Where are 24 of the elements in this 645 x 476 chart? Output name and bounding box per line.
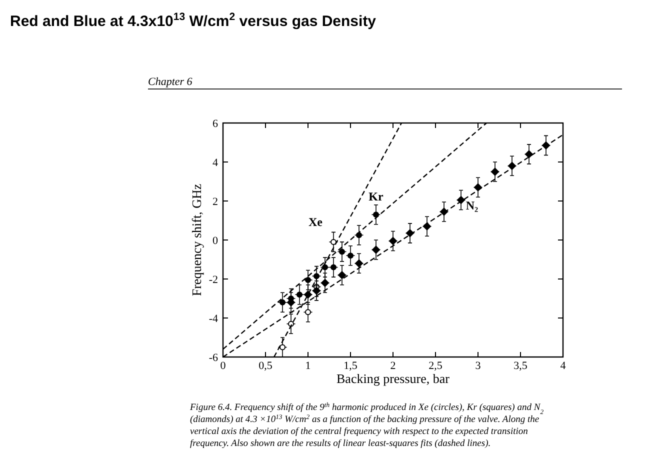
x-tick-label: 4 bbox=[560, 360, 566, 372]
y-tick-label: -2 bbox=[208, 274, 218, 286]
y-tick-label: -4 bbox=[208, 313, 218, 325]
x-tick-label: 3 bbox=[475, 360, 482, 372]
text: Chapter 6 bbox=[148, 76, 193, 88]
x-tick-label: 2 bbox=[390, 360, 396, 372]
series-label: Kr bbox=[368, 190, 384, 204]
x-tick-label: 1,5 bbox=[344, 360, 358, 372]
y-tick-label: 4 bbox=[212, 157, 218, 169]
x-tick-label: 1 bbox=[305, 360, 311, 372]
x-tick-label: 0,5 bbox=[258, 360, 273, 372]
chart-title: Red and Blue at 4.3x10$^{13}$ W/cm$^{2}$ versus gas Density bbox=[10, 11, 377, 30]
x-tick-label: 0 bbox=[220, 360, 226, 372]
y-tick-label: -6 bbox=[208, 352, 218, 364]
x-axis-title: Backing pressure, bar bbox=[336, 371, 450, 386]
x-tick-label: 2,5 bbox=[428, 360, 443, 372]
text: Figure 6.4. Frequency shift of the 9$^{th}$ harmonic produced in Xe (circles), Kr (squares) and N$_{2}$ (diamonds) at 4.3 ×10$^{13}$ W/cm$^{2}$ as a function of the backing pressure of the valve. Along the vertical axis the deviation of the central frequency with respect to the expected transition frequency. Also shown are the results of linear least-squares fits (dashed lines). bbox=[190, 402, 544, 449]
x-tick-label: 3,5 bbox=[514, 360, 528, 372]
y-tick-label: 0 bbox=[212, 235, 218, 247]
y-tick-label: 6 bbox=[212, 118, 218, 130]
y-tick-label: 2 bbox=[212, 196, 218, 208]
y-axis-title: Frequency shift, GHz bbox=[189, 184, 204, 296]
series-label: Xe bbox=[308, 214, 324, 229]
series-label: N₂ bbox=[466, 198, 479, 212]
